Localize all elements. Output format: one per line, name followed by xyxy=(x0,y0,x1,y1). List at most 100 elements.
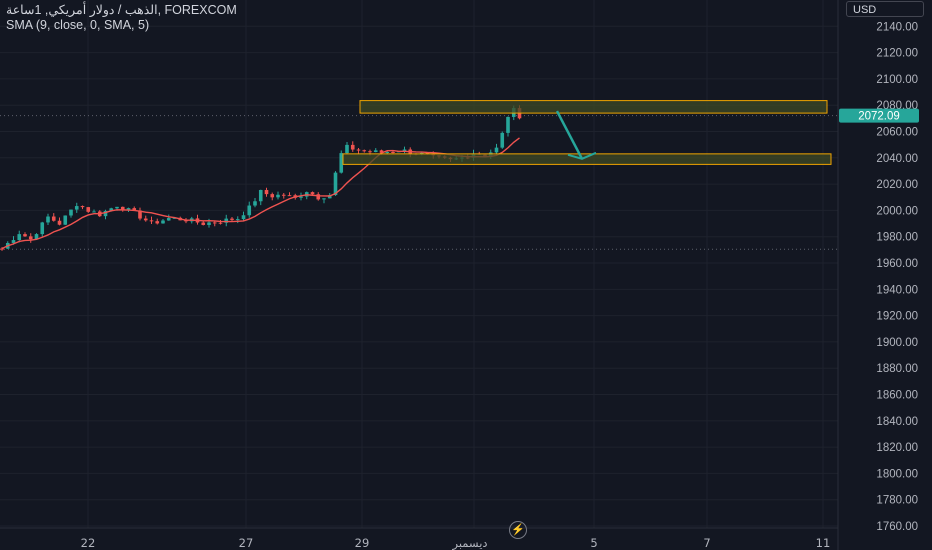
candle-body xyxy=(235,219,240,221)
price-tick-label: 2000.00 xyxy=(876,205,918,217)
candle-body xyxy=(11,240,16,243)
candle-body xyxy=(201,222,206,225)
candle-body xyxy=(57,220,62,225)
candle-body xyxy=(207,222,211,225)
price-tick-label: 1920.00 xyxy=(876,311,918,323)
time-tick-label: 29 xyxy=(355,536,370,550)
candle-body xyxy=(373,150,378,152)
candle-body xyxy=(109,208,114,211)
price-tick-label: 2040.00 xyxy=(876,153,918,165)
projection-arrow-head xyxy=(567,151,597,160)
candle-body xyxy=(310,192,315,195)
candle-body xyxy=(385,151,390,153)
candle-body xyxy=(276,194,280,198)
candle-body xyxy=(92,211,96,213)
candle-body xyxy=(247,205,252,216)
candle-body xyxy=(230,218,234,220)
lightning-icon[interactable]: ⚡ xyxy=(509,521,527,539)
price-tick-label: 1860.00 xyxy=(876,390,918,402)
candle-body xyxy=(40,222,45,235)
price-tick-label: 1900.00 xyxy=(876,337,918,349)
candle-body xyxy=(494,147,499,153)
candle-body xyxy=(23,234,27,237)
candle-body xyxy=(17,234,22,241)
candle-body xyxy=(69,209,73,216)
current-price-label: 2072.09 xyxy=(858,111,900,123)
candle-body xyxy=(258,189,263,202)
candle-body xyxy=(0,248,4,250)
price-tick-label: 1880.00 xyxy=(876,363,918,375)
current-price-badge xyxy=(839,108,919,123)
candle-body xyxy=(270,194,275,198)
time-tick-label: ديسمبر xyxy=(451,536,487,550)
candle-body xyxy=(368,151,372,153)
price-tick-label: 1940.00 xyxy=(876,284,918,296)
sma-line xyxy=(1,137,520,250)
candle-body xyxy=(46,216,50,223)
sma-indicator-label[interactable]: SMA (9, close, 0, SMA, 5) xyxy=(6,18,150,32)
candle-body xyxy=(322,198,326,200)
candle-body xyxy=(402,149,407,152)
candle-body xyxy=(362,150,367,152)
price-tick-label: 1980.00 xyxy=(876,232,918,244)
time-tick-label: 11 xyxy=(816,536,831,550)
candle-body xyxy=(253,201,257,206)
price-tick-label: 2020.00 xyxy=(876,179,918,191)
candle-body xyxy=(155,221,160,224)
candle-body xyxy=(218,222,223,224)
price-tick-label: 1780.00 xyxy=(876,495,918,507)
candle-body xyxy=(350,144,355,150)
candle-body xyxy=(115,206,119,209)
candle-body xyxy=(316,194,321,200)
candle-body xyxy=(327,195,332,199)
candle-body xyxy=(356,149,361,151)
candle-body xyxy=(120,206,125,211)
price-tick-label: 2060.00 xyxy=(876,127,918,139)
candle-body xyxy=(241,215,246,220)
time-tick-label: 5 xyxy=(590,536,597,550)
resistance-zone[interactable] xyxy=(359,100,828,114)
chart-legend: الذهب / دولار أمريكي, 1ساعة, FOREXCOM SM… xyxy=(6,3,237,33)
candle-body xyxy=(161,220,165,224)
candle-body xyxy=(103,210,108,217)
candle-body xyxy=(391,151,395,153)
candle-body xyxy=(63,215,68,225)
time-tick-label: 22 xyxy=(81,536,96,550)
currency-selector[interactable]: USD xyxy=(846,1,924,17)
candle-body xyxy=(264,189,269,195)
price-tick-label: 2120.00 xyxy=(876,48,918,60)
candle-body xyxy=(80,206,85,208)
candle-body xyxy=(224,218,229,223)
candle-body xyxy=(333,172,338,196)
candle-body xyxy=(51,216,56,221)
candle-body xyxy=(166,218,171,221)
candle-body xyxy=(149,220,154,222)
price-tick-label: 1760.00 xyxy=(876,521,918,533)
support-zone[interactable] xyxy=(342,153,832,165)
candle-body xyxy=(86,207,91,212)
price-tick-label: 1820.00 xyxy=(876,442,918,454)
candle-body xyxy=(339,153,344,173)
price-tick-label: 2140.00 xyxy=(876,21,918,33)
candle-body xyxy=(379,150,384,153)
candle-body xyxy=(212,222,217,224)
projection-arrow[interactable] xyxy=(555,110,584,160)
candle-body xyxy=(34,234,39,240)
time-tick-label: 7 xyxy=(703,536,710,550)
price-tick-label: 1800.00 xyxy=(876,468,918,480)
candle-body xyxy=(345,144,349,154)
candle-body xyxy=(132,208,137,211)
symbol-title[interactable]: الذهب / دولار أمريكي, 1ساعة, FOREXCOM xyxy=(6,3,237,17)
candle-body xyxy=(506,116,510,133)
price-tick-label: 2100.00 xyxy=(876,74,918,86)
candle-body xyxy=(299,196,303,198)
candle-body xyxy=(28,236,33,240)
candle-body xyxy=(500,132,505,148)
candle-body xyxy=(172,217,177,219)
candle-body xyxy=(287,195,292,197)
candle-body xyxy=(281,194,286,196)
price-tick-label: 1840.00 xyxy=(876,416,918,428)
candle-body xyxy=(74,206,79,210)
candle-body xyxy=(138,210,142,219)
